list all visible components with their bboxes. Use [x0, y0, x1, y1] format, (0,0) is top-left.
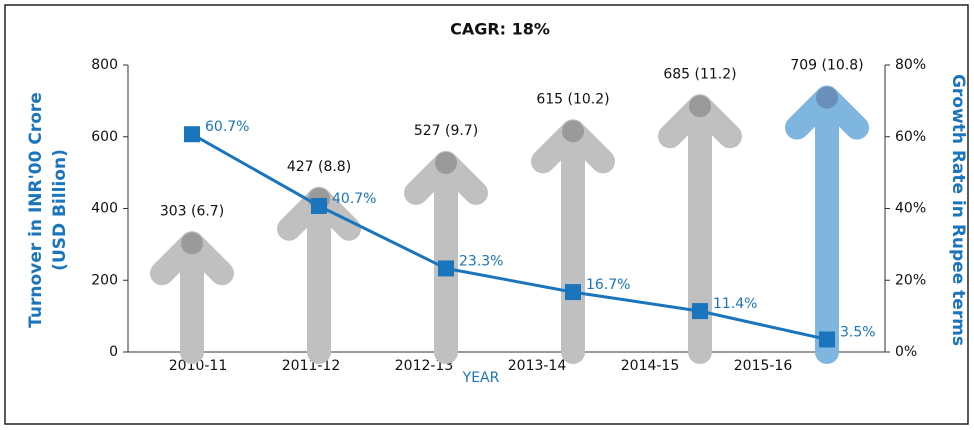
- arrow-tip: [181, 232, 203, 255]
- arrow-tip: [816, 86, 838, 109]
- bar-value-label: 527 (9.7): [414, 123, 478, 139]
- line-value-label: 23.3%: [459, 253, 503, 269]
- y-tick-label: 800: [91, 57, 118, 73]
- marker: [692, 303, 708, 320]
- line-value-label: 3.5%: [840, 324, 876, 340]
- marker: [438, 260, 454, 277]
- x-tick-label: 2012-13: [395, 358, 454, 374]
- arrow-tip: [562, 120, 584, 143]
- bar-value-label: 303 (6.7): [160, 203, 224, 219]
- y-tick-label: 400: [91, 201, 118, 217]
- frame: [4, 4, 969, 425]
- y-axis-title: (USD Billion): [50, 149, 70, 271]
- y-tick-label: 200: [91, 272, 118, 288]
- x-tick-label: 2013-14: [508, 358, 567, 374]
- bar-value-label: 709 (10.8): [790, 58, 863, 74]
- y-axis-title: Turnover in INR'00 Crore: [26, 92, 46, 328]
- y2-tick-label: 60%: [895, 129, 926, 145]
- arrow-tip: [435, 151, 457, 174]
- y2-tick-label: 0%: [895, 344, 917, 360]
- marker: [819, 331, 835, 348]
- y2-tick-label: 40%: [895, 201, 926, 217]
- arrow-tip: [689, 95, 711, 118]
- marker: [311, 197, 327, 214]
- line-value-label: 40.7%: [332, 191, 376, 207]
- x-tick-label: 2015-16: [734, 358, 793, 374]
- marker: [565, 284, 581, 301]
- bar-value-label: 615 (10.2): [536, 91, 609, 107]
- line-value-label: 60.7%: [205, 119, 249, 135]
- marker: [184, 126, 200, 143]
- x-tick-label: 2010-11: [169, 358, 228, 374]
- x-axis-title: YEAR: [462, 370, 500, 386]
- chart-title: CAGR: 18%: [450, 20, 550, 39]
- line: [191, 132, 828, 341]
- bar-value-label: 685 (11.2): [663, 66, 736, 82]
- line-value-label: 11.4%: [713, 296, 757, 312]
- y2-tick-label: 20%: [895, 272, 926, 288]
- y2-tick-label: 80%: [895, 57, 926, 73]
- y2-axis-title: Growth Rate in Rupee terms: [948, 74, 968, 346]
- bar-value-label: 427 (8.8): [287, 159, 351, 175]
- line-value-label: 16.7%: [586, 277, 630, 293]
- x-tick-label: 2014-15: [621, 358, 680, 374]
- y-tick-label: 0: [109, 344, 118, 360]
- y-tick-label: 600: [91, 129, 118, 145]
